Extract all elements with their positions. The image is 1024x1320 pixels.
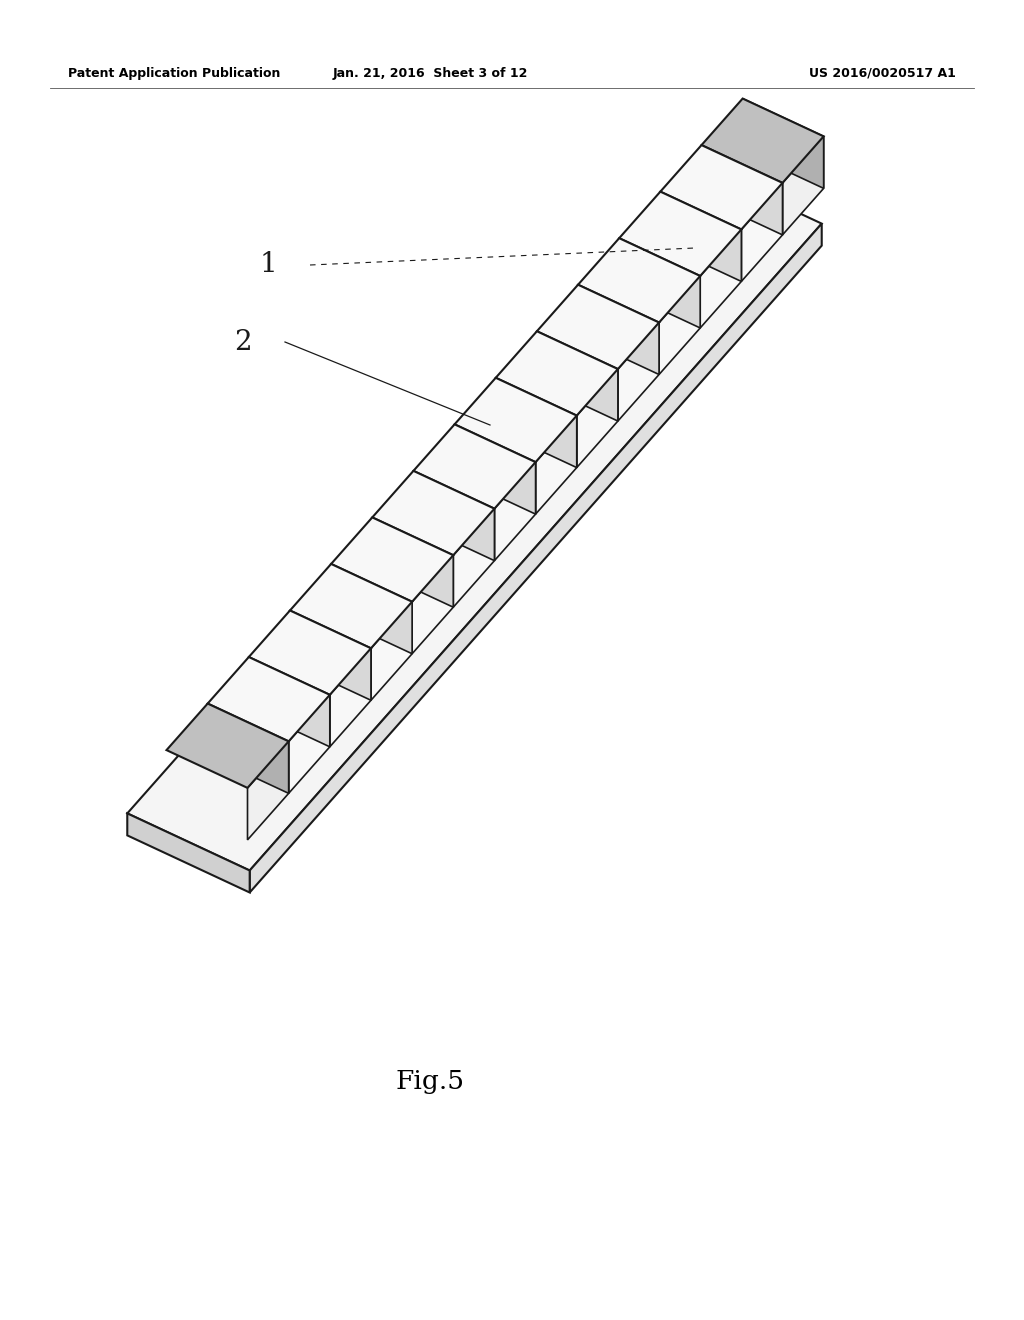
Polygon shape — [331, 517, 454, 602]
Text: Patent Application Publication: Patent Application Publication — [68, 66, 281, 79]
Text: Jan. 21, 2016  Sheet 3 of 12: Jan. 21, 2016 Sheet 3 of 12 — [333, 66, 527, 79]
Polygon shape — [537, 331, 617, 421]
Polygon shape — [700, 230, 741, 327]
Polygon shape — [578, 285, 659, 375]
Polygon shape — [208, 704, 289, 793]
Polygon shape — [536, 416, 577, 513]
Polygon shape — [660, 145, 782, 230]
Polygon shape — [660, 191, 741, 281]
Polygon shape — [373, 471, 495, 556]
Polygon shape — [249, 657, 330, 747]
Polygon shape — [249, 610, 371, 694]
Polygon shape — [373, 517, 454, 607]
Polygon shape — [290, 564, 412, 648]
Polygon shape — [414, 471, 495, 561]
Polygon shape — [127, 166, 821, 870]
Polygon shape — [167, 704, 289, 788]
Polygon shape — [454, 508, 495, 607]
Polygon shape — [289, 694, 330, 793]
Polygon shape — [701, 145, 782, 235]
Polygon shape — [127, 813, 250, 892]
Polygon shape — [248, 742, 289, 840]
Polygon shape — [331, 564, 412, 653]
Polygon shape — [208, 657, 330, 742]
Polygon shape — [659, 276, 700, 375]
Text: Fig.5: Fig.5 — [395, 1069, 465, 1094]
Text: 2: 2 — [234, 329, 252, 355]
Text: 1: 1 — [259, 252, 278, 279]
Polygon shape — [455, 424, 536, 513]
Polygon shape — [577, 370, 617, 467]
Polygon shape — [412, 556, 454, 653]
Polygon shape — [371, 602, 412, 701]
Text: US 2016/0020517 A1: US 2016/0020517 A1 — [809, 66, 956, 79]
Polygon shape — [496, 331, 617, 416]
Polygon shape — [741, 183, 782, 281]
Polygon shape — [701, 99, 823, 183]
Polygon shape — [496, 378, 577, 467]
Polygon shape — [290, 610, 371, 701]
Polygon shape — [742, 99, 823, 189]
Polygon shape — [578, 238, 700, 322]
Polygon shape — [620, 191, 741, 276]
Polygon shape — [620, 238, 700, 327]
Polygon shape — [250, 223, 821, 892]
Polygon shape — [330, 648, 371, 747]
Polygon shape — [617, 322, 659, 421]
Polygon shape — [414, 424, 536, 508]
Polygon shape — [455, 378, 577, 462]
Polygon shape — [495, 462, 536, 561]
Polygon shape — [782, 136, 823, 235]
Polygon shape — [537, 285, 659, 370]
